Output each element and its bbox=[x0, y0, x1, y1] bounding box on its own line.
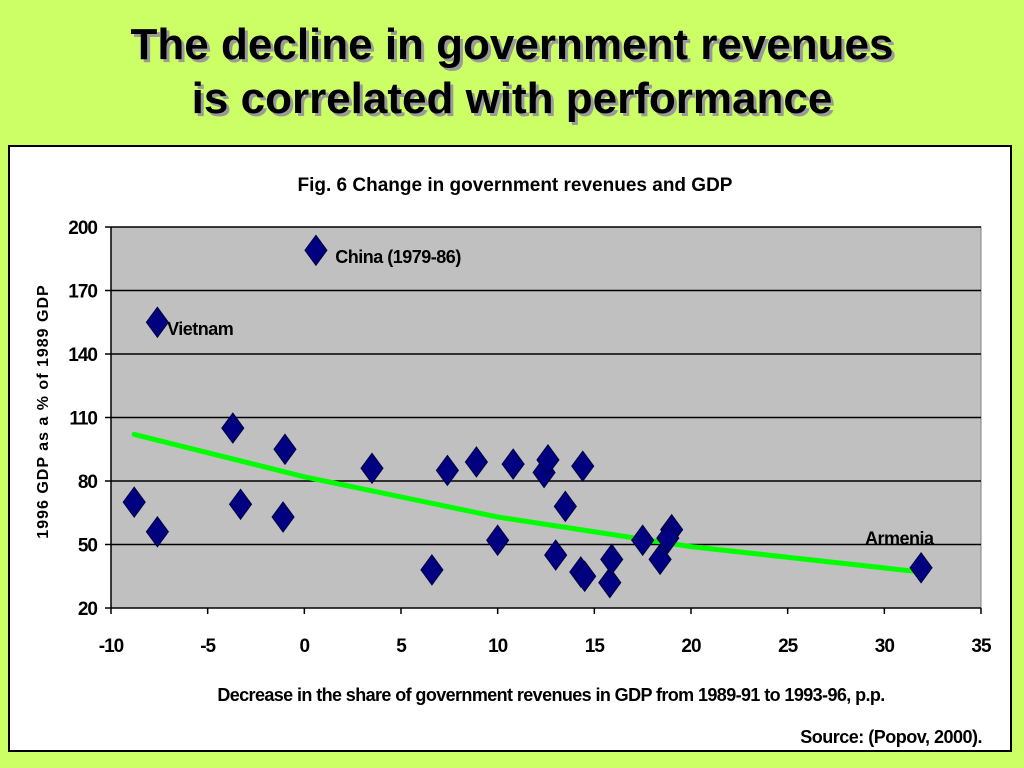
data-point bbox=[273, 433, 297, 466]
x-tick-label: -10 bbox=[99, 636, 124, 657]
data-point bbox=[435, 454, 460, 487]
slide-title: The decline in government revenues is co… bbox=[0, 18, 1024, 126]
data-point bbox=[360, 452, 384, 485]
x-tick-label: 0 bbox=[300, 636, 310, 657]
slide-title-line2: is correlated with performance bbox=[191, 74, 833, 123]
data-point bbox=[909, 551, 933, 584]
y-tick-label: 140 bbox=[68, 345, 97, 366]
y-tick-label: 50 bbox=[78, 536, 98, 557]
data-point bbox=[304, 234, 328, 267]
x-tick-label: -5 bbox=[200, 636, 216, 657]
data-point bbox=[571, 450, 595, 483]
data-point bbox=[648, 543, 672, 576]
chart-title: Fig. 6 Change in government revenues and… bbox=[298, 175, 733, 196]
x-tick-label: 35 bbox=[971, 636, 992, 657]
data-point bbox=[221, 412, 245, 444]
data-point bbox=[145, 306, 170, 339]
data-point bbox=[486, 524, 510, 557]
data-point bbox=[145, 515, 170, 548]
data-point bbox=[631, 524, 655, 557]
data-annotation: Vietnam bbox=[167, 319, 233, 339]
y-tick-label: 200 bbox=[68, 218, 97, 239]
x-tick-label: 5 bbox=[396, 636, 407, 657]
slide-title-line1: The decline in government revenues bbox=[130, 20, 894, 69]
data-point bbox=[228, 488, 253, 521]
x-tick-label: 15 bbox=[585, 636, 606, 657]
y-tick-label: 20 bbox=[78, 599, 98, 620]
source-note: Source: (Popov, 2000). bbox=[800, 727, 982, 747]
x-tick-label: 10 bbox=[488, 636, 508, 657]
data-point bbox=[420, 554, 444, 586]
x-axis-label: Decrease in the share of government reve… bbox=[217, 685, 884, 705]
data-point bbox=[501, 448, 525, 480]
data-point bbox=[271, 501, 295, 533]
data-point bbox=[122, 486, 146, 519]
x-tick-label: 30 bbox=[875, 636, 895, 657]
y-tick-label: 110 bbox=[69, 409, 97, 430]
data-annotation: China (1979-86) bbox=[335, 247, 461, 267]
data-point bbox=[553, 490, 577, 523]
data-point bbox=[598, 566, 622, 599]
x-tick-label: 25 bbox=[778, 636, 799, 657]
data-point bbox=[656, 522, 680, 554]
chart-frame: Fig. 6 Change in government revenues and… bbox=[8, 145, 1012, 752]
data-point bbox=[600, 543, 624, 576]
y-tick-label: 170 bbox=[68, 282, 97, 303]
data-point bbox=[573, 560, 597, 593]
trendline bbox=[131, 431, 924, 575]
data-point bbox=[536, 443, 560, 476]
scatter-chart: Fig. 6 Change in government revenues and… bbox=[35, 175, 993, 747]
data-annotation: Armenia bbox=[865, 529, 935, 549]
data-point bbox=[464, 446, 489, 478]
x-tick-label: 20 bbox=[681, 636, 701, 657]
y-axis-label: 1996 GDP as a % of 1989 GDP bbox=[35, 284, 52, 538]
y-tick-label: 80 bbox=[78, 472, 98, 493]
data-point bbox=[544, 539, 568, 571]
